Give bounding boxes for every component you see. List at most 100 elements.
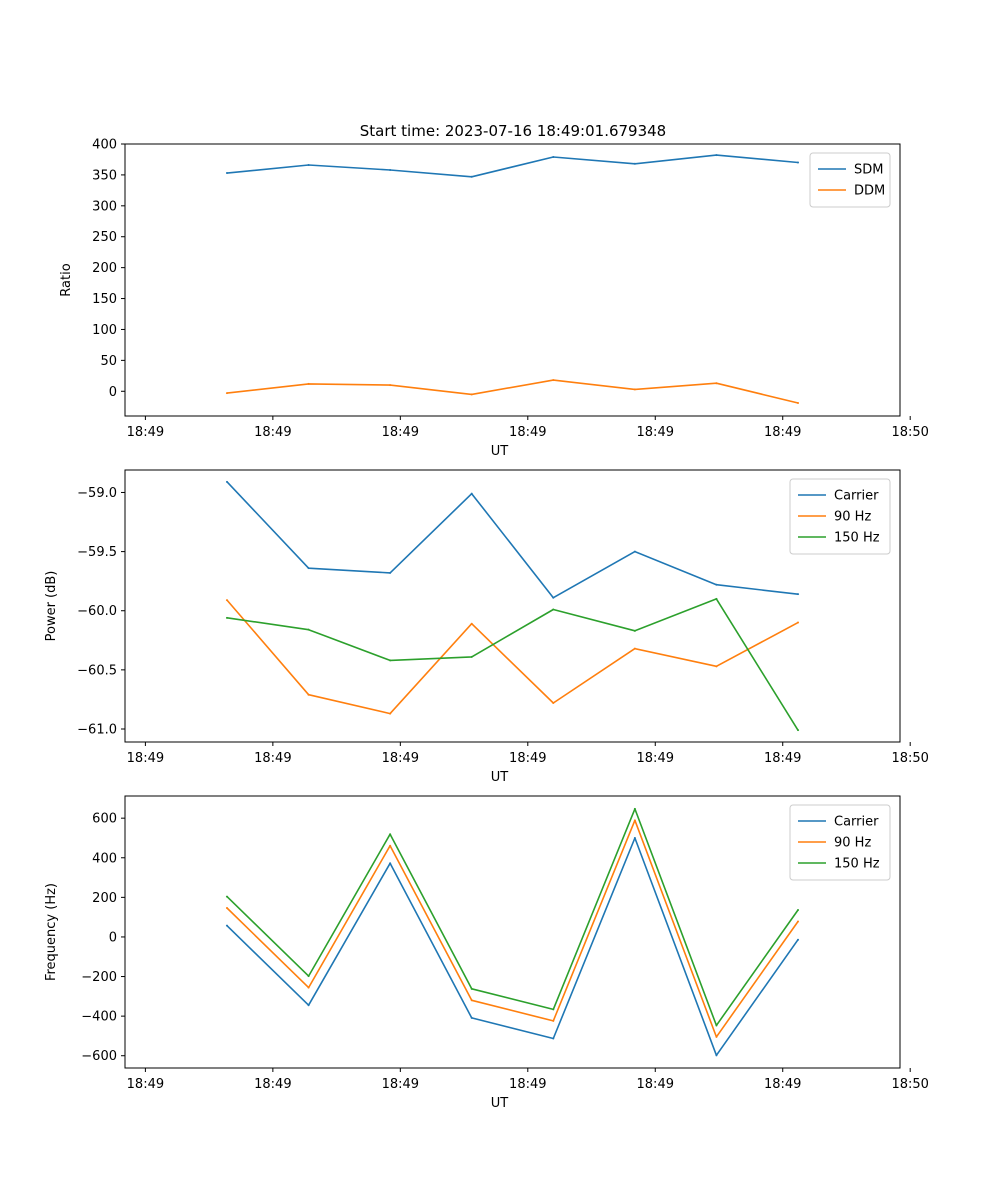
power-x-tick-label: 18:49 (764, 751, 801, 766)
frequency-series-150-hz-point (389, 833, 392, 836)
frequency-series-150-hz-point (633, 807, 636, 810)
power-series-carrier-point (715, 583, 718, 586)
ratio-y-tick-label: 400 (92, 138, 117, 153)
frequency-x-tick-label: 18:49 (509, 1077, 546, 1092)
figure-title: Start time: 2023-07-16 18:49:01.679348 (360, 122, 666, 140)
frequency-y-axis-label: Frequency (Hz) (44, 883, 59, 981)
ratio-series-ddm-point (633, 388, 636, 391)
frequency-series-90-hz-point (715, 1035, 718, 1038)
frequency-legend-label-90-hz: 90 Hz (834, 836, 871, 851)
frequency-series-carrier-point (470, 1016, 473, 1019)
frequency-series-carrier-point (225, 924, 228, 927)
ratio-series-sdm-line (226, 154, 799, 178)
power-legend-box (789, 478, 891, 555)
frequency-series-150-hz-point (797, 909, 800, 912)
frequency-x-tick-label: 18:49 (254, 1077, 291, 1092)
ratio-x-tick-label: 18:49 (764, 425, 801, 440)
frequency-y-tick-label: 400 (92, 851, 117, 866)
power-series-150-hz-point (225, 616, 228, 619)
frequency-series-carrier-point (389, 862, 392, 865)
power-x-tick-label: 18:49 (509, 751, 546, 766)
power-y-tick-label: −60.0 (77, 604, 117, 619)
power-x-tick-label: 18:49 (127, 751, 164, 766)
ratio-series-ddm-point (470, 393, 473, 396)
ratio-y-tick-label: 350 (92, 168, 117, 183)
power-y-tick-label: −59.5 (77, 545, 117, 560)
frequency-series-carrier-line (226, 837, 799, 1057)
ratio-series-sdm-point (715, 154, 718, 157)
power-series-carrier-point (797, 593, 800, 596)
ratio-series-ddm-line (226, 379, 799, 404)
power-x-tick-label: 18:50 (891, 751, 928, 766)
power-x-tick-label: 18:49 (254, 751, 291, 766)
power-legend-label-90-hz: 90 Hz (834, 510, 871, 525)
power-series-carrier-point (470, 492, 473, 495)
frequency-series-carrier-point (797, 938, 800, 941)
frequency-series-150-hz-point (552, 1008, 555, 1011)
power-series-90-hz-point (797, 621, 800, 624)
frequency-x-tick-label: 18:49 (637, 1077, 674, 1092)
frequency-series-150-hz-point (715, 1024, 718, 1027)
frequency-series-carrier-point (633, 836, 636, 839)
frequency-series-90-hz-line (226, 819, 799, 1038)
power-x-tick-label: 18:49 (637, 751, 674, 766)
frequency-series-90-hz-point (552, 1019, 555, 1022)
power-series-150-hz-point (715, 597, 718, 600)
power-y-tick-label: −59.0 (77, 486, 117, 501)
frequency-series-90-hz-point (307, 986, 310, 989)
ratio-y-tick-label: 300 (92, 199, 117, 214)
frequency-y-tick-label: 600 (92, 812, 117, 827)
power-plot-frame (124, 469, 901, 743)
ratio-x-tick-label: 18:49 (382, 425, 419, 440)
power-legend-label-150-hz: 150 Hz (834, 531, 880, 546)
ratio-series-sdm-point (552, 155, 555, 158)
frequency-y-tick-label: 0 (109, 930, 117, 945)
frequency-series-90-hz-point (797, 920, 800, 923)
ratio-y-tick-label: 150 (92, 292, 117, 307)
power-series-150-hz-point (797, 729, 800, 732)
ratio-series-sdm-point (470, 175, 473, 178)
power-series-90-hz-point (633, 647, 636, 650)
frequency-series-carrier-point (307, 1004, 310, 1007)
frequency-legend-box (789, 804, 891, 881)
power-series-carrier-point (389, 571, 392, 574)
power-y-axis-label: Power (dB) (44, 571, 59, 642)
frequency-series-150-hz-line (226, 808, 799, 1027)
power-series-carrier-point (552, 596, 555, 599)
frequency-legend-label-150-hz: 150 Hz (834, 857, 880, 872)
frequency-legend-label-carrier: Carrier (834, 815, 879, 830)
power-y-tick-label: −60.5 (77, 663, 117, 678)
ratio-x-tick-label: 18:49 (127, 425, 164, 440)
ratio-x-tick-label: 18:50 (891, 425, 928, 440)
power-series-150-hz-point (307, 628, 310, 631)
power-series-150-hz-line (226, 598, 799, 731)
power-panel: 18:49 18:49 18:49 18:49 18:49 18:49 18:50 −61.0… (44, 469, 929, 785)
power-series-90-hz-point (470, 622, 473, 625)
ratio-x-tick-label: 18:49 (254, 425, 291, 440)
ratio-series-ddm-point (225, 392, 228, 395)
ratio-y-tick-label: 50 (100, 354, 117, 369)
ratio-legend: SDM DDM (809, 152, 891, 208)
power-series-90-hz-point (389, 712, 392, 715)
ratio-x-tick-label: 18:49 (637, 425, 674, 440)
frequency-series-90-hz-point (389, 844, 392, 847)
power-series-carrier-point (633, 550, 636, 553)
power-series-150-hz-point (633, 629, 636, 632)
frequency-legend: Carrier 90 Hz 150 Hz (789, 804, 891, 881)
ratio-series-ddm-point (715, 382, 718, 385)
ratio-series-ddm-point (389, 384, 392, 387)
frequency-y-tick-label: −200 (81, 970, 117, 985)
power-series-carrier-line (226, 481, 799, 599)
power-x-axis-label: UT (491, 770, 509, 785)
frequency-plot-frame (124, 795, 901, 1069)
frequency-series-90-hz-point (633, 819, 636, 822)
power-series-150-hz-point (470, 655, 473, 658)
ratio-x-tick-label: 18:49 (509, 425, 546, 440)
frequency-y-tick-label: −600 (81, 1049, 117, 1064)
power-series-150-hz-point (389, 659, 392, 662)
ratio-series-ddm-point (797, 402, 800, 405)
power-series-carrier-point (225, 480, 228, 483)
frequency-y-tick-label: −400 (81, 1010, 117, 1025)
frequency-panel: 18:49 18:49 18:49 18:49 18:49 18:49 18:50 −600 −… (44, 795, 929, 1111)
